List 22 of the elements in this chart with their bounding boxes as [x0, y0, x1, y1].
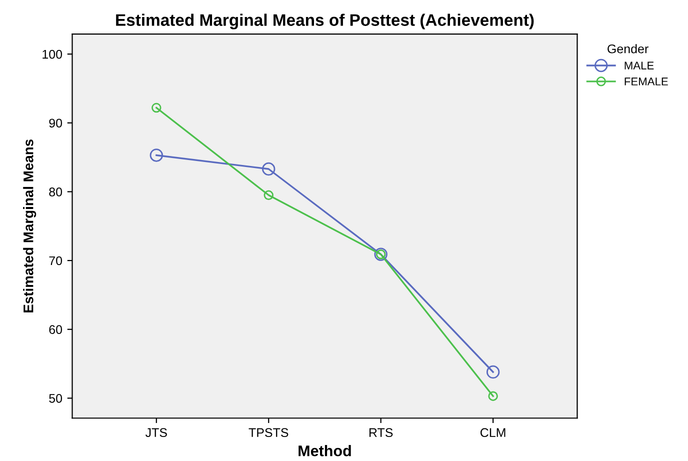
x-axis-title: Method	[298, 445, 351, 456]
legend-label: FEMALE	[624, 78, 668, 86]
point	[486, 365, 500, 379]
y-tick-label: 60	[49, 325, 62, 334]
y-tick-label: 70	[49, 256, 62, 266]
y-tick-label: 50	[49, 394, 62, 403]
legend-title: Gender	[608, 44, 648, 54]
point	[150, 148, 164, 162]
x-tick-label: JTS	[145, 428, 167, 438]
y-axis-title: Estimated Marginal Means	[23, 139, 36, 312]
y-tick-label: 80	[49, 188, 62, 196]
legend-label: MALE	[624, 62, 654, 70]
x-tick-label: RTS	[369, 428, 393, 438]
point	[264, 190, 274, 200]
x-tick-label: TPSTS	[248, 428, 288, 438]
x-tick-label: CLM	[480, 428, 506, 438]
chart-title: Estimated Marginal Means of Posttest (Achievement)	[116, 14, 534, 30]
y-tick-label: 90	[49, 118, 62, 128]
y-tick-label: 100	[42, 50, 62, 59]
point	[152, 102, 162, 113]
point	[488, 391, 498, 401]
point	[262, 162, 276, 176]
